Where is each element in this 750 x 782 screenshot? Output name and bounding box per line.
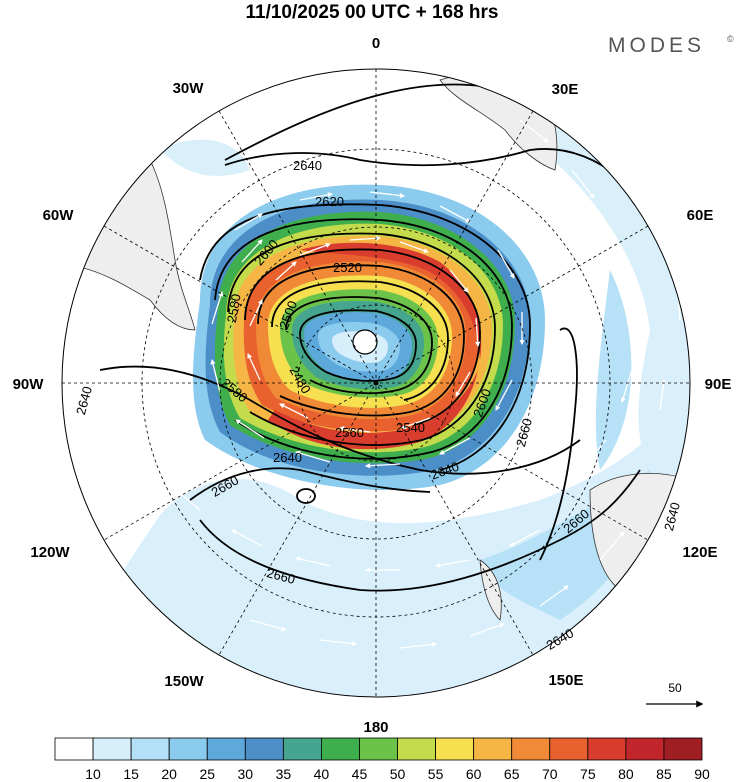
contour-label: 2620 [315, 194, 344, 209]
colorbar-swatch [206, 737, 246, 761]
lon-label-150e: 150E [548, 672, 583, 689]
lon-label-90e: 90E [705, 376, 732, 393]
colorbar-tick-label: 45 [352, 766, 368, 782]
colorbar-swatch [435, 737, 475, 761]
colorbar-swatch [54, 737, 94, 761]
colorbar-tick-label: 70 [542, 766, 558, 782]
colorbar-tick-label: 10 [85, 766, 101, 782]
brand-logo: MODES [608, 34, 705, 57]
lon-label-120w: 120W [30, 544, 70, 561]
colorbar-swatch [549, 737, 589, 761]
colorbar-swatch [321, 737, 360, 761]
colorbar-swatch [244, 737, 284, 761]
lon-label-120e: 120E [682, 544, 717, 561]
colorbar-tick-label: 35 [276, 766, 292, 782]
contour-2600 [214, 218, 513, 460]
colorbar-tick-label: 20 [161, 766, 177, 782]
colorbar-swatch [473, 737, 513, 761]
colorbar-tick-label: 15 [123, 766, 139, 782]
lon-label-30e: 30E [552, 81, 579, 98]
colorbar-swatch [359, 737, 398, 761]
colorbar-tick-label: 80 [618, 766, 634, 782]
contour-2660-east [539, 327, 578, 561]
contour-label: 2640 [273, 450, 302, 465]
longitude-labels: 0 30E 60E 90E 120E 150E 180 150W 120W 90… [13, 35, 732, 736]
contour-2540 [257, 264, 465, 417]
contour-label: 2660 [513, 417, 535, 449]
contour-2500 [285, 296, 433, 395]
colorbar-swatch [130, 737, 170, 761]
contour-label: 2520 [333, 260, 362, 275]
contour-label: 2640 [73, 385, 95, 417]
contour-2660-west [189, 467, 431, 501]
colorbar-tick-label: 60 [466, 766, 482, 782]
contour-label: 2640 [293, 158, 322, 173]
colorbar-tick-label: 40 [314, 766, 330, 782]
colorbar-swatch [397, 737, 436, 761]
contour-closed-low [296, 488, 316, 504]
colorbar-swatch [92, 737, 132, 761]
new-zealand-land [479, 559, 502, 621]
lon-label-60e: 60E [687, 207, 714, 224]
wind-shading-outer [62, 69, 690, 697]
contour-label: 2540 [396, 420, 425, 435]
lon-label-0: 0 [372, 35, 380, 52]
contour-2520 [271, 280, 449, 401]
lon-label-90w: 90W [13, 376, 45, 393]
pole-marker [373, 380, 379, 386]
colorbar-tick-label: 55 [428, 766, 444, 782]
contour-label: 2580 [224, 293, 244, 324]
colorbar-swatch [282, 737, 322, 761]
contour-2580 [227, 232, 496, 446]
contour-label: 2640 [661, 501, 683, 533]
lon-label-150w: 150W [164, 673, 204, 690]
contour-2640-north [224, 148, 690, 481]
lon-label-180: 180 [363, 719, 388, 736]
colorbar-swatch [663, 737, 703, 761]
wind-vectors [175, 119, 681, 649]
lon-label-30w: 30W [173, 80, 205, 97]
colorbar-swatch [587, 737, 627, 761]
contour-2620 [199, 203, 531, 471]
map-boundary [61, 68, 691, 698]
colorbar-swatch [168, 737, 208, 761]
colorbar-tick-label: 90 [694, 766, 710, 782]
contour-label: 2660 [265, 565, 297, 587]
colorbar-swatch [625, 737, 665, 761]
colorbar-tick-label: 75 [580, 766, 596, 782]
colorbar-tick-label: 50 [390, 766, 406, 782]
contour-2660-south [199, 469, 641, 592]
colorbar-tick-label: 25 [199, 766, 215, 782]
reference-vector-label: 50 [668, 681, 682, 695]
colorbar-tick-label: 85 [656, 766, 672, 782]
map-title: 11/10/2025 00 UTC + 168 hrs [246, 2, 499, 23]
pole-cap [352, 329, 378, 355]
contour-2480 [299, 309, 417, 382]
reference-vector: 50 [646, 681, 704, 708]
lon-label-60w: 60W [43, 207, 75, 224]
colorbar-swatch [511, 737, 551, 761]
colorbar-tick-label: 30 [238, 766, 254, 782]
contour-2640-west [99, 365, 581, 475]
brand-copyright-mark: © [727, 34, 734, 44]
colorbar-tick-label: 65 [504, 766, 520, 782]
contour-label: 2560 [335, 425, 364, 440]
colorbar: 10 15 20 25 30 35 40 45 50 55 60 65 70 75 80 85 90 [54, 737, 710, 782]
contour-2560 [244, 248, 481, 426]
